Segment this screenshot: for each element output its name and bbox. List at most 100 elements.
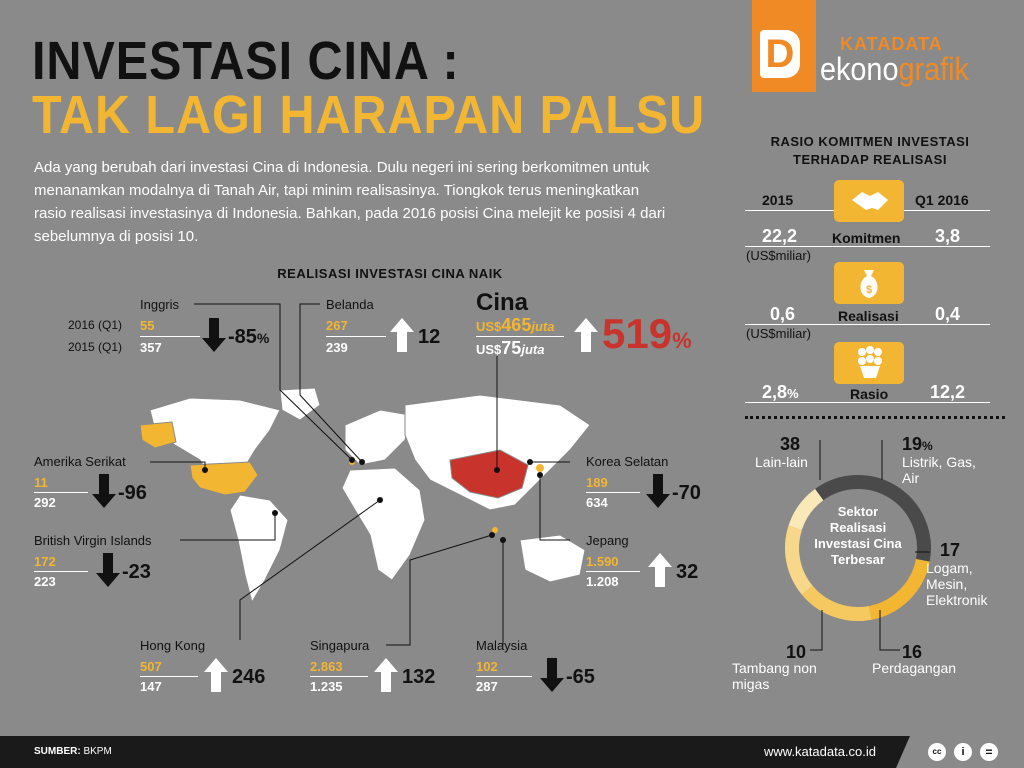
arrow-down-icon xyxy=(96,553,120,587)
country-name: Cina xyxy=(476,289,529,316)
value-2016: 2.863 xyxy=(310,659,343,674)
country-name: Amerika Serikat xyxy=(34,454,126,469)
logo-letter: D xyxy=(760,30,800,78)
divider xyxy=(586,571,640,572)
col-q1-2016: Q1 2016 xyxy=(915,192,969,208)
divider xyxy=(140,336,200,337)
donut-center-text: Sektor Realisasi Investasi Cina Terbesar xyxy=(814,504,902,567)
arrow-up-icon xyxy=(648,553,672,587)
segment-listrik xyxy=(868,558,930,620)
change-value: -70 xyxy=(672,482,701,504)
brand-bottom: ekonografik xyxy=(820,51,969,87)
website-link[interactable]: www.katadata.co.id xyxy=(764,744,877,759)
attribution-icon: i xyxy=(954,743,972,761)
source: SUMBER: BKPM xyxy=(34,746,112,757)
sector-label: Perdagangan xyxy=(872,660,957,676)
segment-lain-lain xyxy=(815,475,931,562)
unit-label: (US$miliar) xyxy=(746,248,811,263)
south-america-shape xyxy=(229,494,289,604)
change-value: 246 xyxy=(232,666,266,688)
cc-icon: cc xyxy=(928,743,946,761)
value-2016: US$465juta xyxy=(476,315,555,335)
value-2016: 172 xyxy=(34,554,56,569)
change-value: -96 xyxy=(118,482,147,504)
value-2015: 223 xyxy=(34,574,56,589)
value-2016: 11 xyxy=(34,475,48,490)
footer-bar: SUMBER: BKPM www.katadata.co.id cc i = xyxy=(0,736,1024,768)
map-title: REALISASI INVESTASI CINA NAIK xyxy=(277,266,503,281)
realisasi-label: Realisasi xyxy=(838,308,899,324)
arrow-up-icon xyxy=(390,318,414,352)
change-value: -85% xyxy=(228,326,270,348)
value-2016: 102 xyxy=(476,659,498,674)
divider xyxy=(34,571,88,572)
komitmen-label: Komitmen xyxy=(832,230,901,246)
realisasi-2015: 0,6 xyxy=(770,304,796,324)
arrow-up-icon xyxy=(374,658,398,692)
unit-label: (US$miliar) xyxy=(746,326,811,341)
hand-coins-icon-box xyxy=(834,342,904,384)
japan-marker xyxy=(536,464,544,472)
value-2015: 292 xyxy=(34,495,56,510)
segment-tambang xyxy=(788,488,824,531)
komitmen-2015: 22,2 xyxy=(762,226,798,246)
value-2015: 239 xyxy=(326,340,348,355)
dotted-separator xyxy=(745,416,1005,419)
value-2015: 147 xyxy=(140,679,162,694)
africa-shape xyxy=(341,467,426,581)
value-2016: 507 xyxy=(140,659,162,674)
divider xyxy=(310,676,368,677)
arrow-down-icon xyxy=(202,318,226,352)
segment-logam xyxy=(801,585,872,621)
brand-top: KATADATA xyxy=(840,34,943,54)
segment-perdagangan xyxy=(785,525,813,595)
komitmen-2016: 3,8 xyxy=(935,226,961,246)
value-2016: 55 xyxy=(140,318,155,333)
change-value: -65 xyxy=(566,666,595,688)
money-bag-icon: $ xyxy=(860,270,878,298)
ratio-title-1: RASIO KOMITMEN INVESTASI xyxy=(770,134,970,149)
sector-value: 10 xyxy=(786,642,807,662)
change-value: -23 xyxy=(122,561,151,583)
arrow-down-icon xyxy=(646,474,670,508)
divider xyxy=(476,336,564,337)
handshake-icon-box xyxy=(834,180,904,222)
divider xyxy=(745,324,990,325)
divider xyxy=(140,676,198,677)
value-2015: 357 xyxy=(140,340,162,355)
country-name: Hong Kong xyxy=(140,638,206,653)
sector-value: 19% xyxy=(902,434,933,454)
change-value: 32 xyxy=(676,561,699,583)
country-name: Inggris xyxy=(140,297,180,312)
country-name: British Virgin Islands xyxy=(34,533,152,548)
china-shape xyxy=(449,449,529,499)
sector-value: 38 xyxy=(780,434,801,454)
singapore-marker xyxy=(492,527,498,533)
arrow-up-icon xyxy=(574,318,598,352)
sector-value: 16 xyxy=(902,642,923,662)
rasio-label: Rasio xyxy=(850,386,889,402)
sector-value: 17 xyxy=(940,540,961,560)
divider xyxy=(476,676,532,677)
year-label-2016: 2016 (Q1) xyxy=(68,318,123,332)
no-derivatives-icon: = xyxy=(980,743,998,761)
year-label-2015: 2015 (Q1) xyxy=(68,340,123,354)
alaska-shape xyxy=(139,421,177,449)
value-2015: US$75juta xyxy=(476,338,545,358)
australia-shape xyxy=(519,534,586,583)
col-2015: 2015 xyxy=(762,192,794,208)
divider xyxy=(586,492,640,493)
hand-coins-icon xyxy=(858,346,882,378)
change-value: 132 xyxy=(402,666,436,688)
divider xyxy=(745,246,990,247)
divider xyxy=(745,402,990,403)
svg-text:$: $ xyxy=(866,284,872,296)
country-name: Belanda xyxy=(326,297,374,312)
greenland-shape xyxy=(279,387,321,421)
arrow-up-icon xyxy=(204,658,228,692)
realisasi-2016: 0,4 xyxy=(935,304,961,324)
sector-label: Listrik, Gas, Air xyxy=(902,454,976,486)
rasio-2015: 2,8% xyxy=(762,382,799,402)
value-2016: 189 xyxy=(586,475,608,490)
country-name: Malaysia xyxy=(476,638,528,653)
